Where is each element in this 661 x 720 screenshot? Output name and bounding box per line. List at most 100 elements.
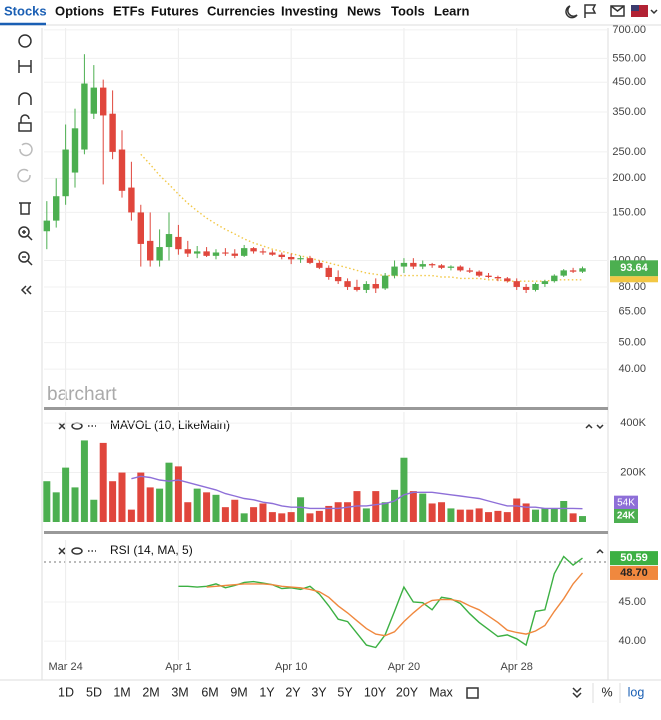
pane-separator bbox=[44, 531, 608, 534]
volume-bar bbox=[334, 502, 342, 522]
volume-bar bbox=[428, 503, 436, 522]
candle-body bbox=[100, 87, 107, 116]
candle-body bbox=[334, 277, 342, 282]
candle-body bbox=[212, 252, 220, 256]
candle-body bbox=[485, 275, 492, 278]
volume-bar bbox=[268, 512, 276, 522]
moving-average bbox=[140, 153, 583, 282]
close-icon[interactable] bbox=[58, 422, 66, 430]
volume-bar bbox=[212, 494, 220, 522]
candle-body bbox=[287, 256, 295, 260]
range-button[interactable]: 1D bbox=[58, 685, 74, 699]
volume-bar bbox=[90, 499, 98, 522]
nav-item[interactable]: Currencies bbox=[207, 3, 275, 18]
volume-bar bbox=[400, 457, 408, 522]
candle-body bbox=[109, 113, 116, 152]
candle-body bbox=[541, 281, 549, 285]
candle-body bbox=[504, 278, 511, 282]
tool-redo[interactable] bbox=[17, 168, 31, 183]
nav-item[interactable]: Learn bbox=[434, 3, 469, 18]
top-icons[interactable] bbox=[565, 4, 658, 19]
nav-item[interactable]: Stocks bbox=[4, 3, 47, 18]
theme-icon[interactable] bbox=[565, 5, 578, 19]
last-price-label: 93.64 bbox=[620, 262, 648, 274]
volume-label: 24K bbox=[617, 511, 636, 522]
nav-item[interactable]: Tools bbox=[391, 3, 425, 18]
percent-toggle[interactable]: % bbox=[601, 685, 612, 699]
volume-bar bbox=[522, 503, 530, 522]
candle-body bbox=[466, 270, 473, 272]
candle-body bbox=[475, 271, 483, 276]
expand-icon[interactable] bbox=[572, 687, 582, 699]
range-button[interactable]: 2M bbox=[142, 685, 159, 699]
nav-item[interactable]: Futures bbox=[151, 3, 199, 18]
volume-ma-box bbox=[614, 495, 638, 510]
candle-body bbox=[447, 266, 455, 268]
range-button[interactable]: 5D bbox=[86, 685, 102, 699]
log-toggle[interactable]: log bbox=[628, 685, 645, 699]
range-button[interactable]: 5Y bbox=[337, 685, 353, 699]
x-tick-label: Apr 28 bbox=[501, 661, 533, 673]
tool-counter[interactable] bbox=[18, 34, 32, 48]
volume-bar bbox=[231, 499, 239, 522]
tool-zoom-out[interactable] bbox=[18, 251, 30, 263]
candle-body bbox=[53, 196, 60, 221]
tool-lock[interactable] bbox=[18, 122, 32, 132]
volume-bar bbox=[165, 462, 173, 522]
range-button[interactable]: 3M bbox=[171, 685, 188, 699]
volume-bar bbox=[127, 509, 135, 522]
mail-icon[interactable] bbox=[610, 5, 625, 17]
range-button[interactable]: 2Y bbox=[285, 685, 301, 699]
left-toolbar bbox=[17, 34, 33, 295]
range-button[interactable]: 9M bbox=[230, 685, 247, 699]
range-button[interactable]: 20Y bbox=[396, 685, 419, 699]
range-button[interactable]: 10Y bbox=[364, 685, 387, 699]
volume-bar bbox=[137, 472, 145, 522]
pane-arrows[interactable] bbox=[596, 548, 604, 554]
volume-bar bbox=[259, 503, 267, 522]
tool-measure[interactable] bbox=[18, 60, 32, 73]
candle-body bbox=[43, 220, 51, 232]
tool-zoom-out-glyph bbox=[22, 256, 33, 266]
eye-icon[interactable] bbox=[71, 547, 83, 555]
volume-box bbox=[614, 509, 638, 523]
volume-bar bbox=[52, 492, 60, 522]
range-button[interactable]: 3Y bbox=[311, 685, 327, 699]
last-price-box bbox=[610, 260, 658, 277]
volume-ma-line bbox=[131, 475, 583, 510]
flag-icon[interactable] bbox=[584, 4, 597, 18]
candle-body bbox=[344, 281, 351, 287]
y-tick-label: 65.00 bbox=[618, 305, 646, 317]
tool-zoom-in[interactable] bbox=[18, 226, 30, 238]
volume-bar bbox=[315, 510, 323, 522]
nav-item[interactable]: News bbox=[347, 3, 381, 18]
tool-trash[interactable] bbox=[19, 202, 31, 215]
lang-caret[interactable] bbox=[650, 9, 658, 15]
tool-undo[interactable] bbox=[19, 142, 33, 157]
nav-item[interactable]: ETFs bbox=[113, 3, 145, 18]
volume-bar bbox=[456, 509, 464, 522]
candle-body bbox=[410, 262, 417, 267]
candle-body bbox=[391, 266, 398, 276]
volume-bar bbox=[466, 509, 474, 522]
y-tick-label: 350.00 bbox=[612, 106, 646, 118]
range-button[interactable]: 1M bbox=[113, 685, 130, 699]
volume-ma-label: 54K bbox=[617, 497, 635, 508]
candle-body bbox=[71, 128, 79, 173]
calendar-icon[interactable] bbox=[466, 687, 479, 699]
tool-collapse[interactable] bbox=[20, 285, 32, 295]
candle-body bbox=[118, 149, 126, 191]
volume-bar bbox=[278, 513, 286, 522]
volume-bar bbox=[193, 488, 201, 522]
candle-body bbox=[259, 251, 267, 253]
close-icon[interactable] bbox=[58, 547, 66, 555]
range-button[interactable]: Max bbox=[429, 685, 453, 699]
volume-bar bbox=[43, 481, 51, 522]
volume-bar bbox=[174, 466, 182, 522]
pane-arrows[interactable] bbox=[585, 423, 604, 430]
range-button[interactable]: 1Y bbox=[259, 685, 275, 699]
range-button[interactable]: 6M bbox=[201, 685, 218, 699]
nav-item[interactable]: Options bbox=[55, 3, 104, 18]
tool-magnet[interactable] bbox=[18, 92, 32, 105]
nav-item[interactable]: Investing bbox=[281, 3, 338, 18]
